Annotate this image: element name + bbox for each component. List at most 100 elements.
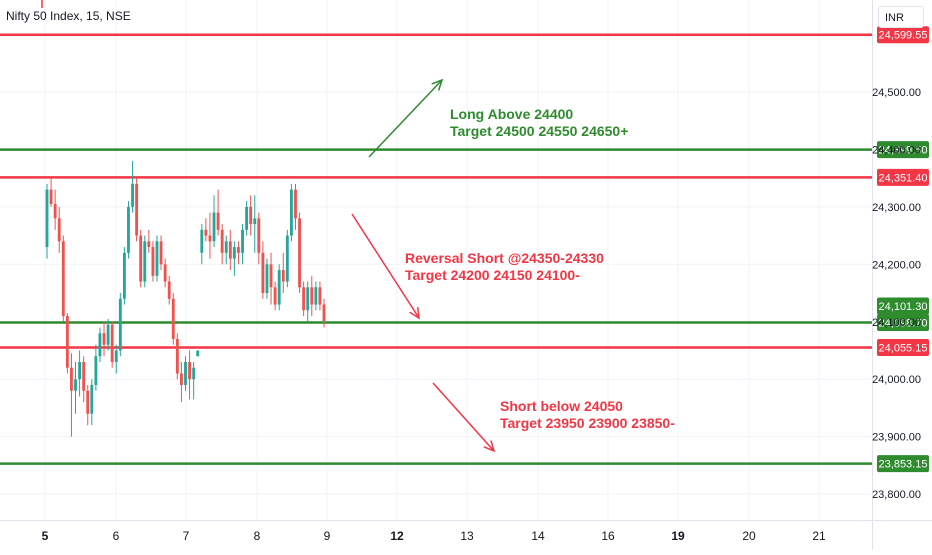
candle-body xyxy=(228,241,232,259)
x-tick-label: 20 xyxy=(742,529,756,543)
candle-body xyxy=(269,264,273,288)
candle-body xyxy=(49,189,53,204)
candle-body xyxy=(302,287,306,311)
x-tick-label: 13 xyxy=(460,529,474,543)
candle-body xyxy=(78,361,82,380)
candle-body xyxy=(53,203,57,219)
candle-body xyxy=(131,183,134,207)
currency-selector[interactable]: INR xyxy=(878,6,924,28)
x-tick-label: 7 xyxy=(183,529,190,543)
arrow-long-head xyxy=(431,78,444,91)
candle-body xyxy=(281,270,285,282)
candle-body xyxy=(200,229,204,253)
candle-body xyxy=(122,252,126,299)
arrow-reversal-short xyxy=(351,213,420,319)
candle-body xyxy=(118,298,122,351)
candle-body xyxy=(135,183,139,236)
candle-body xyxy=(61,241,65,317)
x-tick-label: 8 xyxy=(254,529,261,543)
level-price-label: 24,399.50 xyxy=(879,145,928,157)
candle-body xyxy=(318,287,322,305)
x-tick-label: 19 xyxy=(671,529,685,543)
candle-body xyxy=(106,324,110,345)
annotation-text: Target 24200 24150 24100- xyxy=(405,267,580,283)
y-tick-label: 24,200.00 xyxy=(872,259,921,271)
candle-body xyxy=(306,287,310,311)
last-price-label: 24,101.30 xyxy=(879,301,928,313)
candle-body xyxy=(224,241,228,253)
y-tick-label: 24,400.00 xyxy=(872,144,921,156)
level-price-tag xyxy=(877,141,929,159)
candle-body xyxy=(232,247,236,259)
candle-body xyxy=(249,206,253,225)
candle-body xyxy=(180,373,183,385)
candle-body xyxy=(314,287,318,305)
annotation-text: Short below 24050 xyxy=(500,398,623,414)
candle-body xyxy=(155,241,159,276)
candle-body xyxy=(74,379,77,391)
candle-body xyxy=(147,241,151,248)
annotation-arrows xyxy=(351,78,496,453)
candle-body xyxy=(151,247,155,276)
y-tick-label: 23,800.00 xyxy=(872,489,921,501)
candle-body xyxy=(163,264,167,282)
x-tick-label: 6 xyxy=(113,529,120,543)
y-tick-label: 23,900.00 xyxy=(872,432,921,444)
candle-body xyxy=(253,218,257,225)
level-price-label: 24,055.15 xyxy=(879,343,928,355)
level-price-tag xyxy=(877,339,929,357)
candle-body xyxy=(289,189,293,236)
annotation-text: Reversal Short @24350-24330 xyxy=(405,250,604,266)
arrow-long xyxy=(368,79,443,158)
candle-body xyxy=(98,333,102,357)
candle-body xyxy=(196,350,200,357)
candle-body xyxy=(175,339,179,374)
candle-body xyxy=(273,287,277,305)
candle-body xyxy=(322,304,326,322)
candle-body xyxy=(285,235,289,282)
candle-body xyxy=(159,241,163,265)
candles xyxy=(45,160,326,437)
x-tick-label: 9 xyxy=(324,529,331,543)
candle-body xyxy=(208,235,212,242)
candle-body xyxy=(257,218,261,253)
candle-body xyxy=(90,384,94,414)
candle-body xyxy=(57,218,61,242)
arrow-short-below-head xyxy=(483,440,496,453)
x-tick-label: 21 xyxy=(812,529,826,543)
level-price-label: 24,599.55 xyxy=(879,30,928,42)
arrow-short-below xyxy=(432,382,495,452)
candle-body xyxy=(204,229,208,236)
x-tick-label: 12 xyxy=(390,529,404,543)
price-axis: 23,800.00 23,900.00 24,000.00 24,100.00 24,2… xyxy=(872,87,921,501)
annotation-text: Long Above 24400 xyxy=(450,106,573,122)
x-tick-label: 16 xyxy=(601,529,615,543)
level-price-label: 24,098.70 xyxy=(879,318,928,330)
candle-body xyxy=(139,235,143,282)
last-price-tag xyxy=(877,297,929,315)
level-price-tag xyxy=(877,314,929,332)
candle-body xyxy=(86,390,90,414)
y-tick-label: 24,300.00 xyxy=(872,202,921,214)
symbol-title: Nifty 50 Index, 15, NSE xyxy=(6,9,131,23)
level-price-tag xyxy=(877,26,929,44)
arrow-reversal-short-head xyxy=(409,306,420,320)
candle-body xyxy=(110,324,114,362)
time-axis: 5 6 7 8 9 12 13 14 16 19 20 21 xyxy=(42,529,826,543)
candle-body xyxy=(310,287,314,305)
candle-body xyxy=(70,367,73,391)
x-tick-label: 14 xyxy=(531,529,545,543)
candle-body xyxy=(171,298,175,340)
annotation-text: Target 24500 24550 24650+ xyxy=(450,123,628,139)
candle-body xyxy=(167,281,171,299)
y-tick-label: 24,100.00 xyxy=(872,317,921,329)
candle-body xyxy=(245,206,249,230)
candle-body xyxy=(184,361,187,385)
annotation-text: Target 23950 23900 23850- xyxy=(500,415,675,431)
candle-body xyxy=(65,316,69,368)
candle-body xyxy=(192,367,196,380)
level-price-tag xyxy=(877,455,929,473)
